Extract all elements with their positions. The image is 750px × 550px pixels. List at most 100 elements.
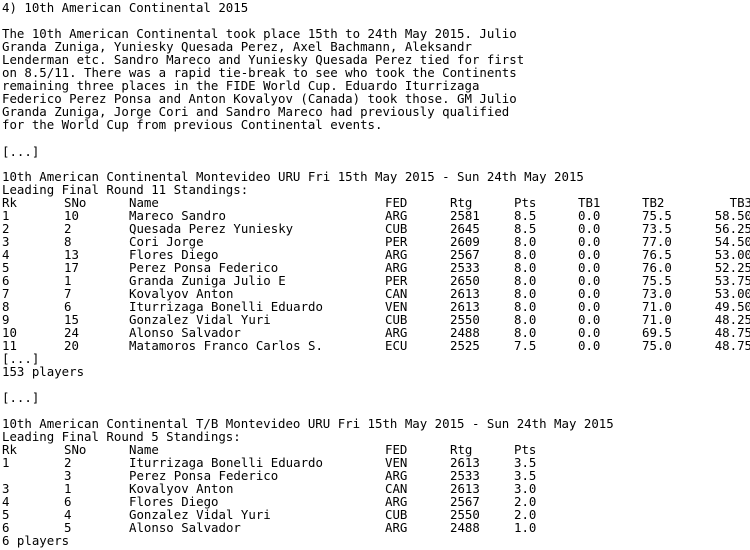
cell-points: 8.0 [514, 234, 537, 249]
paragraph-line: The 10th American Continental took place… [2, 26, 517, 41]
cell-sno: 24 [64, 325, 79, 340]
cell-rank: 10 [2, 325, 17, 340]
cell-rank: 8 [2, 299, 10, 314]
table-row: 4 13 Flores Diego ARG 2567 8.0 0.0 76.5 53.00 [0, 248, 750, 261]
cell-tb3: 48.75 [714, 338, 750, 353]
cell-tb1: 0.0 [578, 260, 601, 275]
cell-name: Perez Ponsa Federico [129, 468, 279, 483]
cell-fed: ECU [385, 338, 408, 353]
section-heading: 4) 10th American Continental 2015 [2, 0, 249, 15]
cell-rating: 2613 [450, 455, 480, 470]
cell-fed: ARG [385, 247, 408, 262]
cell-tb3: 52.25 [714, 260, 750, 275]
cell-rating: 2645 [450, 221, 480, 236]
header-rating: Rtg [450, 442, 473, 457]
table-header-row: Rk SNo Name FED Rtg Pts TB1 TB2 TB3 [0, 196, 750, 209]
cell-tb2: 71.0 [642, 299, 672, 314]
table2-subtitle: Leading Final Round 5 Standings: [2, 429, 241, 444]
cell-rank: 4 [2, 494, 10, 509]
header-points: Pts [514, 442, 537, 457]
header-name: Name [129, 195, 159, 210]
cell-name: Kovalyov Anton [129, 286, 234, 301]
cell-rank: 9 [2, 312, 10, 327]
cell-name: Gonzalez Vidal Yuri [129, 312, 271, 327]
cell-name: Flores Diego [129, 247, 219, 262]
cell-fed: CUB [385, 312, 408, 327]
header-rank: Rk [2, 442, 17, 457]
cell-tb2: 77.0 [642, 234, 672, 249]
cell-sno: 7 [64, 286, 72, 301]
table2-player-count: 6 players [2, 533, 70, 548]
cell-points: 7.5 [514, 338, 537, 353]
cell-rating: 2567 [450, 494, 480, 509]
cell-sno: 1 [64, 273, 72, 288]
cell-tb2: 76.5 [642, 247, 672, 262]
cell-rank: 7 [2, 286, 10, 301]
cell-sno: 20 [64, 338, 79, 353]
paragraph-line: remaining three places in the FIDE World… [2, 78, 480, 93]
cell-name: Cori Jorge [129, 234, 204, 249]
cell-sno: 13 [64, 247, 79, 262]
table-row: 8 6 Iturrizaga Bonelli Eduardo VEN 2613 8.0 0.… [0, 300, 750, 313]
cell-tb3: 53.00 [714, 286, 750, 301]
cell-name: Mareco Sandro [129, 208, 226, 223]
cell-tb3: 56.25 [714, 221, 750, 236]
cell-points: 8.0 [514, 312, 537, 327]
cell-rank: 2 [2, 221, 10, 236]
table-row: 6 5 Alonso Salvador ARG 2488 1.0 [0, 521, 750, 534]
cell-fed: ARG [385, 468, 408, 483]
header-points: Pts [514, 195, 537, 210]
cell-rating: 2567 [450, 247, 480, 262]
cell-rating: 2550 [450, 507, 480, 522]
cell-tb2: 71.0 [642, 312, 672, 327]
cell-rank: 1 [2, 208, 10, 223]
cell-fed: ARG [385, 260, 408, 275]
cell-points: 2.0 [514, 494, 537, 509]
cell-name: Kovalyov Anton [129, 481, 234, 496]
cell-name: Gonzalez Vidal Yuri [129, 507, 271, 522]
cell-tb1: 0.0 [578, 325, 601, 340]
cell-rank: 6 [2, 273, 10, 288]
cell-fed: CAN [385, 481, 408, 496]
table-row: 5 4 Gonzalez Vidal Yuri CUB 2550 2.0 [0, 508, 750, 521]
cell-tb1: 0.0 [578, 221, 601, 236]
cell-fed: VEN [385, 455, 408, 470]
paragraph-line: Granda Zuniga, Jorge Cori and Sandro Mar… [2, 104, 510, 119]
header-fed: FED [385, 195, 408, 210]
cell-sno: 17 [64, 260, 79, 275]
cell-sno: 2 [64, 455, 72, 470]
cell-points: 8.0 [514, 325, 537, 340]
cell-tb3: 58.50 [714, 208, 750, 223]
cell-tb1: 0.0 [578, 312, 601, 327]
cell-name: Matamoros Franco Carlos S. [129, 338, 323, 353]
cell-tb3: 48.75 [714, 325, 750, 340]
cell-tb3: 53.00 [714, 247, 750, 262]
cell-sno: 2 [64, 221, 72, 236]
cell-rank: 6 [2, 520, 10, 535]
cell-tb3: 48.25 [714, 312, 750, 327]
cell-rating: 2613 [450, 299, 480, 314]
cell-tb2: 69.5 [642, 325, 672, 340]
table1-title: 10th American Continental Montevideo URU… [2, 169, 584, 184]
header-tb1: TB1 [578, 195, 601, 210]
cell-tb1: 0.0 [578, 273, 601, 288]
cell-rank: 3 [2, 481, 10, 496]
cell-points: 3.5 [514, 468, 537, 483]
cell-points: 3.0 [514, 481, 537, 496]
cell-rating: 2533 [450, 260, 480, 275]
cell-fed: PER [385, 234, 408, 249]
cell-fed: ARG [385, 494, 408, 509]
table-row: 2 2 Quesada Perez Yuniesky CUB 2645 8.5 0.0 73.… [0, 222, 750, 235]
table2-title: 10th American Continental T/B Montevideo… [2, 416, 614, 431]
cell-rating: 2488 [450, 520, 480, 535]
cell-tb1: 0.0 [578, 299, 601, 314]
cell-points: 3.5 [514, 455, 537, 470]
cell-sno: 6 [64, 494, 72, 509]
table-row: 11 20 Matamoros Franco Carlos S. ECU 2525 7.5… [0, 339, 750, 352]
cell-points: 8.0 [514, 273, 537, 288]
cell-name: Granda Zuniga Julio E [129, 273, 286, 288]
cell-name: Flores Diego [129, 494, 219, 509]
cell-sno: 10 [64, 208, 79, 223]
cell-rank: 5 [2, 260, 10, 275]
table-row: 1 2 Iturrizaga Bonelli Eduardo VEN 2613 3.5 [0, 456, 750, 469]
